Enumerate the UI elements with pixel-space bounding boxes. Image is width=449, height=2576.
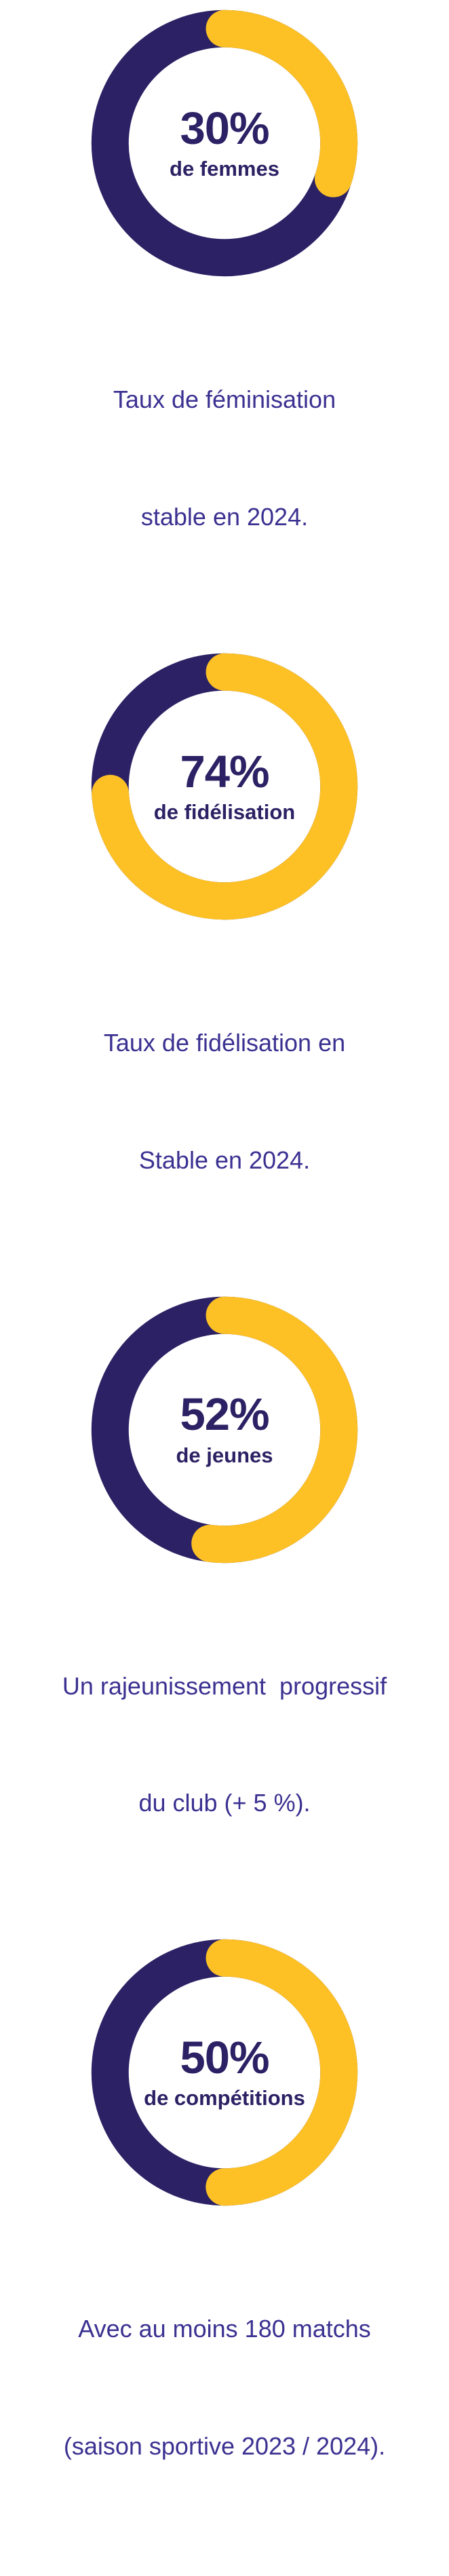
stat-section: 50% de compétitions Avec au moins 180 ma… (0, 1933, 449, 2544)
donut-chart-svg (91, 10, 358, 277)
donut-chart-svg (91, 653, 358, 920)
donut-percentage: 50% (180, 2032, 269, 2084)
stat-section: 52% de jeunes Un rajeunissement progress… (0, 1290, 449, 1901)
stat-caption: Avec au moins 180 matchs (saison sportiv… (64, 2231, 385, 2544)
donut-chart-svg (91, 1296, 358, 1563)
donut-percentage: 74% (180, 746, 269, 797)
stat-section: 30% de femmes Taux de féminisation stabl… (0, 3, 449, 615)
stat-caption-line1: Taux de féminisation (113, 385, 336, 414)
donut-chart: 30% de femmes (85, 3, 364, 283)
stat-caption: Un rajeunissement progressif du club (+ … (62, 1589, 387, 1901)
stat-section: 74% de fidélisation Taux de fidélisation… (0, 647, 449, 1258)
stat-caption-line1: Taux de fidélisation en (103, 1028, 346, 1057)
donut-center-text: 50% de compétitions (125, 1973, 324, 2172)
stat-caption-line1: Avec au moins 180 matchs (78, 2315, 371, 2343)
stat-caption: Taux de féminisation stable en 2024. (113, 302, 336, 615)
stat-caption-line1: Un rajeunissement progressif (62, 1671, 387, 1700)
donut-chart: 52% de jeunes (85, 1290, 364, 1570)
donut-value-arc (91, 653, 358, 920)
donut-sublabel: de femmes (170, 157, 279, 181)
stat-caption-line2: (saison sportive 2023 / 2024). (63, 2432, 386, 2461)
stat-caption: Taux de fidélisation en Stable en 2024. (104, 945, 345, 1258)
donut-sublabel: de compétitions (144, 2086, 305, 2110)
donut-center-text: 30% de femmes (125, 44, 324, 242)
stat-caption-line2: stable en 2024. (140, 502, 309, 531)
donut-chart: 50% de compétitions (85, 1933, 364, 2212)
donut-percentage: 30% (180, 102, 269, 154)
donut-value-arc (91, 1296, 358, 1563)
donut-chart: 74% de fidélisation (85, 647, 364, 926)
donut-sublabel: de jeunes (176, 1443, 273, 1467)
donut-percentage: 52% (180, 1389, 269, 1441)
stats-list: 30% de femmes Taux de féminisation stabl… (0, 3, 449, 2544)
stat-caption-line2: Stable en 2024. (138, 1145, 311, 1174)
donut-center-text: 52% de jeunes (125, 1331, 324, 1529)
donut-sublabel: de fidélisation (153, 799, 296, 824)
donut-value-arc (91, 10, 358, 277)
stat-caption-line2: du club (+ 5 %). (138, 1789, 311, 1817)
donut-center-text: 74% de fidélisation (125, 687, 324, 886)
